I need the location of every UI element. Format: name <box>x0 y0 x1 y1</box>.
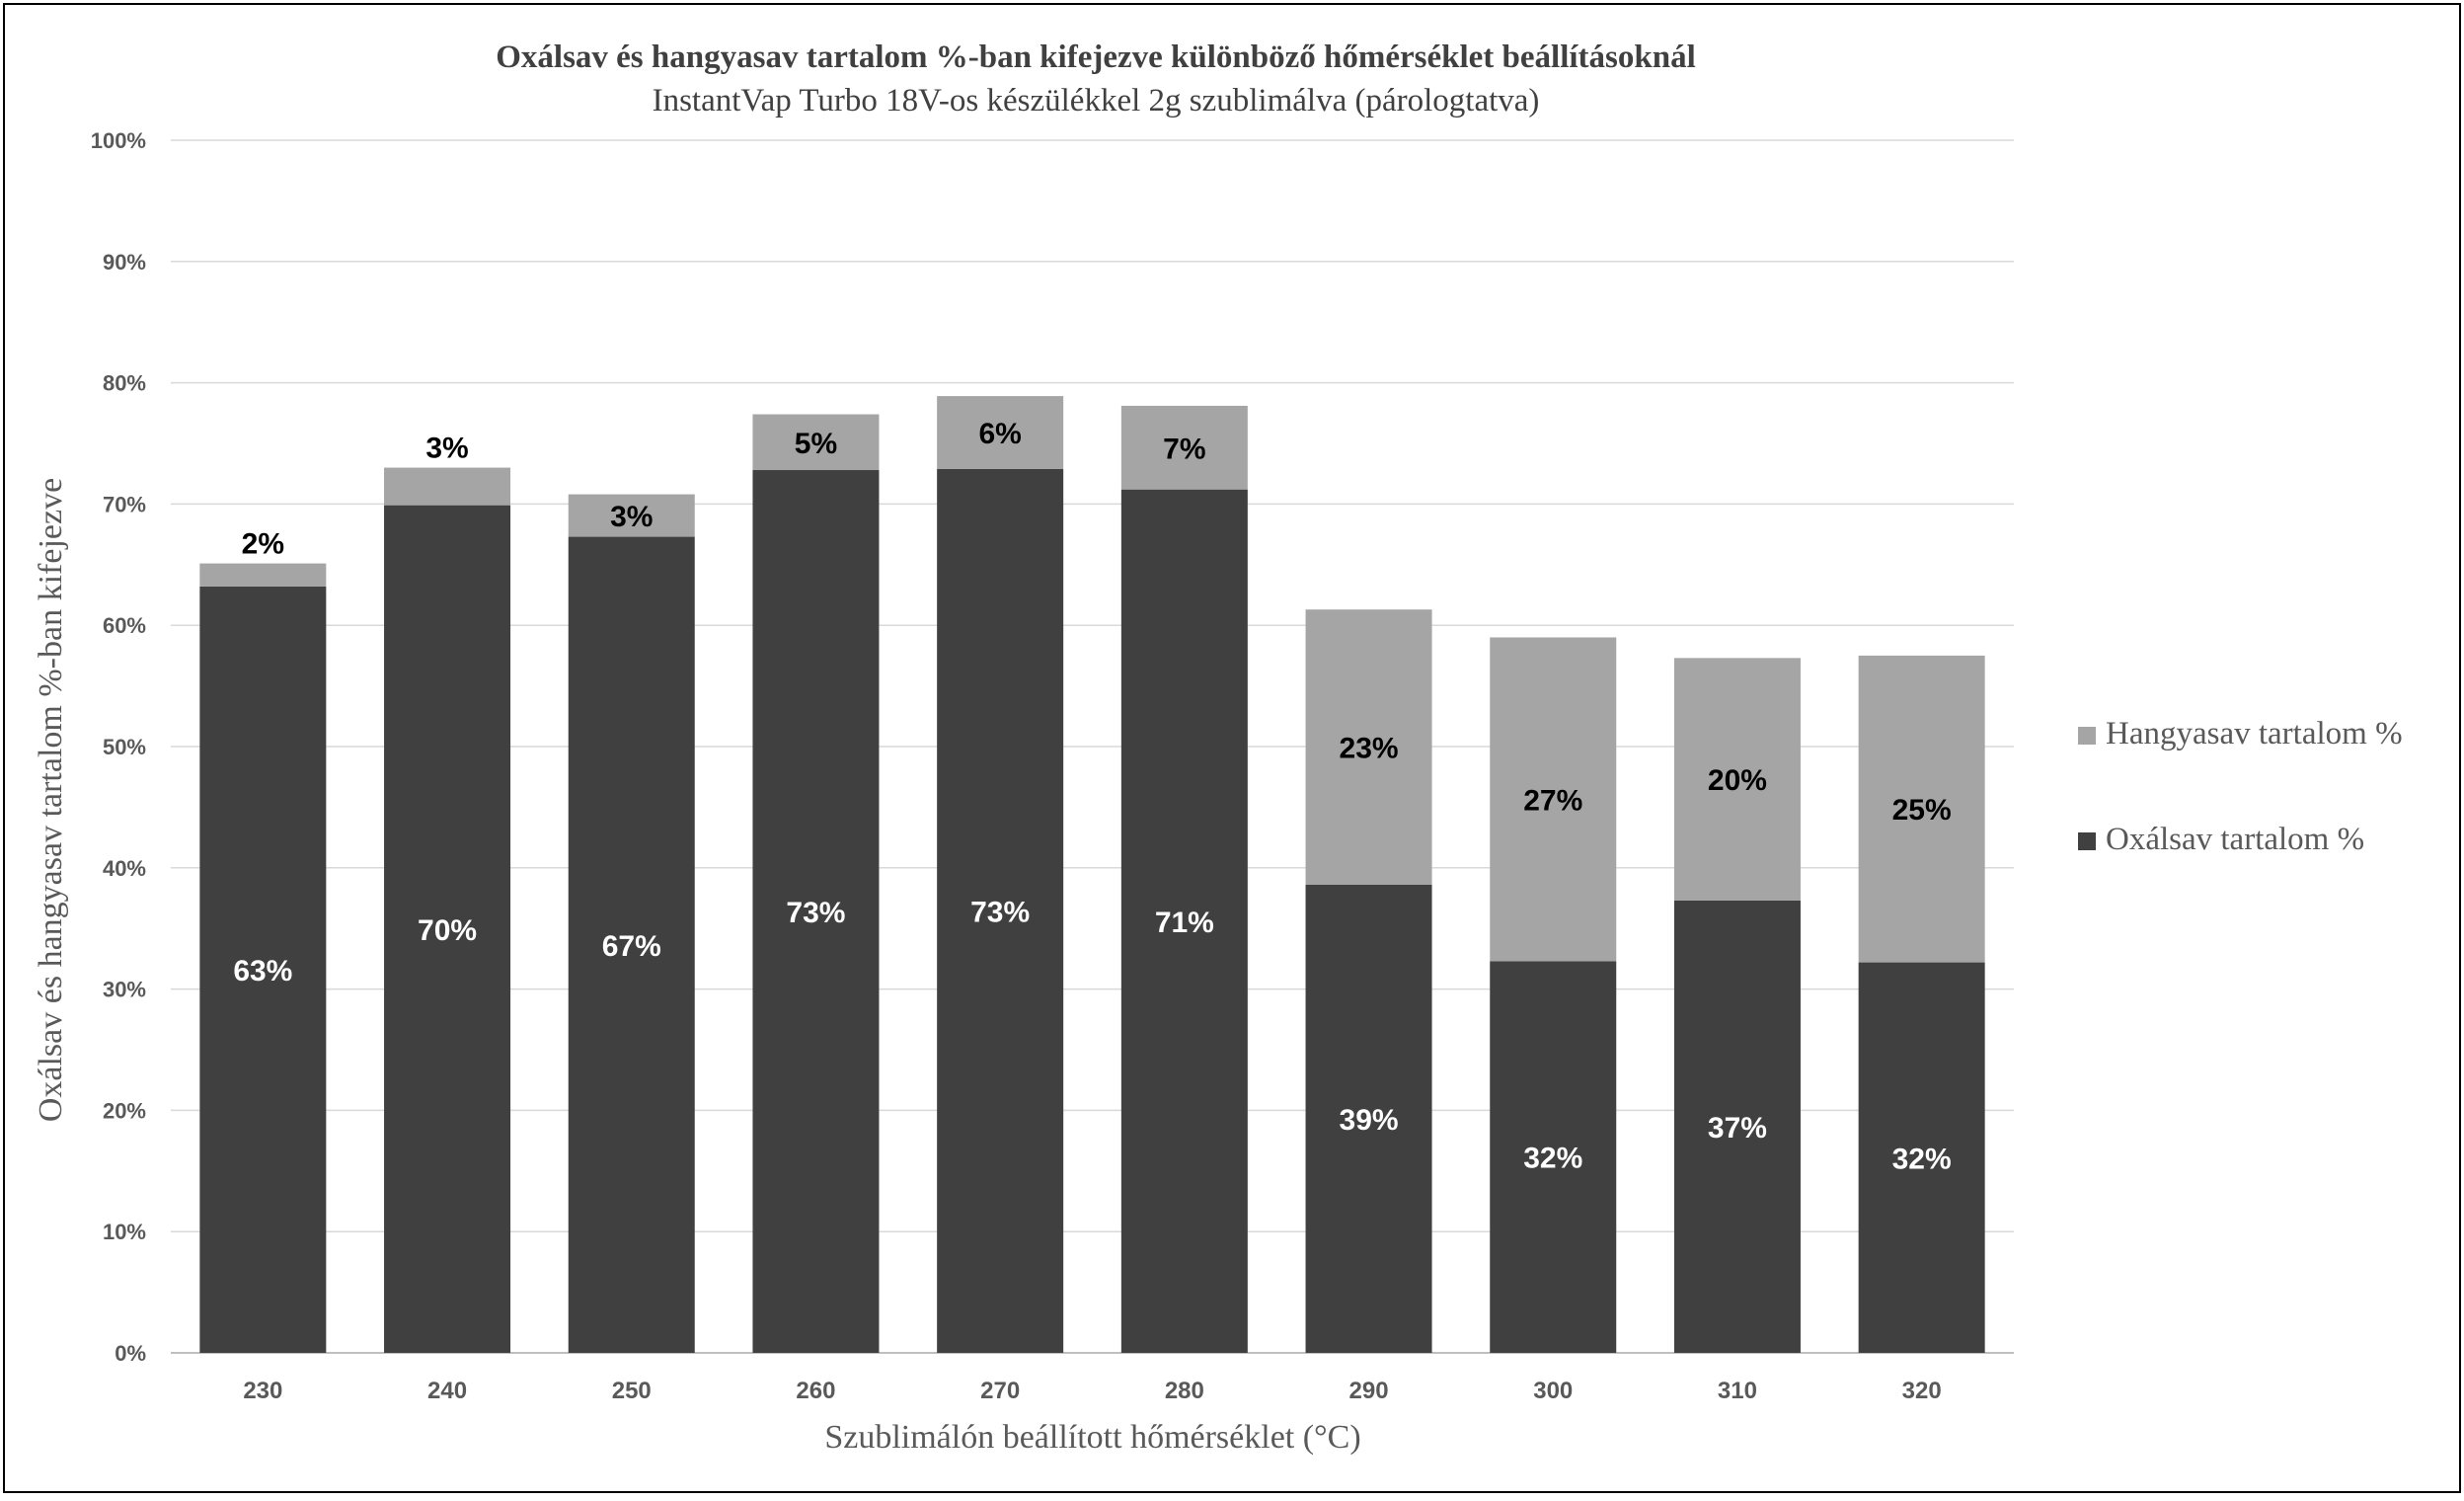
bar-oxalsav <box>199 586 327 1353</box>
data-label-hangyasav: 25% <box>1892 794 1952 827</box>
x-tick-label: 270 <box>980 1378 1020 1404</box>
y-tick-label: 100% <box>91 128 146 153</box>
bar-oxalsav <box>937 468 1064 1354</box>
data-label-oxalsav: 63% <box>233 955 292 988</box>
y-axis-ticks: 0% 10% 20% 30% 40% 50% 60% 70% 80% 90% 100% <box>91 128 146 1366</box>
data-label-oxalsav: 32% <box>1892 1143 1952 1175</box>
y-tick-label: 60% <box>103 613 146 638</box>
x-axis-label: Szublimálón beállított hőmérséklet (°C) <box>824 1419 1360 1456</box>
bar-hangyasav <box>752 414 880 471</box>
y-tick-label: 10% <box>103 1220 146 1244</box>
x-tick-label: 300 <box>1533 1378 1573 1404</box>
bar-oxalsav <box>568 536 695 1353</box>
bar-oxalsav <box>1858 962 1985 1353</box>
y-tick-label: 20% <box>103 1098 146 1123</box>
bar-oxalsav <box>1490 961 1617 1353</box>
legend: Hangyasav tartalom % Oxálsav tartalom % <box>2078 716 2403 857</box>
y-tick-label: 50% <box>103 735 146 759</box>
bar-hangyasav <box>1490 637 1617 962</box>
legend-swatch <box>2078 727 2096 745</box>
data-label-oxalsav: 32% <box>1523 1143 1582 1175</box>
legend-label: Oxálsav tartalom % <box>2106 822 2364 857</box>
bar-oxalsav <box>1673 900 1801 1353</box>
bar-oxalsav <box>1120 489 1248 1353</box>
x-tick-label: 260 <box>796 1378 835 1404</box>
chart-title: Oxálsav és hangyasav tartalom %-ban kife… <box>496 40 1696 75</box>
x-tick-label: 250 <box>612 1378 652 1404</box>
x-tick-label: 230 <box>243 1378 282 1404</box>
bar-oxalsav <box>1305 884 1432 1353</box>
x-tick-label: 290 <box>1349 1378 1389 1404</box>
data-label-hangyasav: 3% <box>425 433 468 465</box>
y-tick-label: 90% <box>103 250 146 275</box>
data-label-oxalsav: 70% <box>418 914 477 947</box>
data-label-hangyasav: 6% <box>978 418 1021 450</box>
y-tick-label: 0% <box>115 1341 146 1366</box>
data-labels: 63% 2% 70% 3% 67% 3% 73% 5% 73% 6% 71% 7% 39% 23% 32% 2… <box>233 418 1951 1175</box>
data-label-oxalsav: 37% <box>1708 1112 1767 1145</box>
data-label-hangyasav: 23% <box>1340 733 1399 765</box>
data-label-oxalsav: 73% <box>786 897 845 929</box>
data-label-hangyasav: 7% <box>1163 433 1205 465</box>
data-label-oxalsav: 71% <box>1155 907 1214 939</box>
bar-hangyasav <box>1858 655 1985 963</box>
data-label-hangyasav: 27% <box>1523 784 1582 817</box>
x-tick-label: 240 <box>427 1378 467 1404</box>
x-tick-label: 310 <box>1718 1378 1757 1404</box>
data-label-hangyasav: 2% <box>242 528 284 561</box>
data-label-hangyasav: 3% <box>610 501 653 533</box>
data-label-oxalsav: 39% <box>1340 1104 1399 1137</box>
y-tick-label: 80% <box>103 371 146 396</box>
chart-subtitle: InstantVap Turbo 18V-os készülékkel 2g s… <box>653 83 1540 118</box>
bar-hangyasav <box>1673 658 1801 901</box>
y-tick-label: 70% <box>103 492 146 516</box>
bar-hangyasav <box>384 467 511 506</box>
legend-swatch <box>2078 832 2096 850</box>
legend-label: Hangyasav tartalom % <box>2106 716 2403 751</box>
x-tick-label: 280 <box>1165 1378 1204 1404</box>
bar-hangyasav <box>568 494 695 537</box>
x-axis-ticks: 230 240 250 260 270 280 290 300 310 320 <box>243 1378 1941 1404</box>
data-label-hangyasav: 20% <box>1708 764 1767 797</box>
bar-hangyasav <box>1305 609 1432 885</box>
data-label-oxalsav: 73% <box>970 896 1030 928</box>
bar-oxalsav <box>384 505 511 1353</box>
x-tick-label: 320 <box>1902 1378 1942 1404</box>
data-label-hangyasav: 5% <box>795 428 837 460</box>
y-tick-label: 40% <box>103 856 146 881</box>
y-axis-label: Oxálsav és hangyasav tartalom %-ban kife… <box>33 478 69 1122</box>
data-label-oxalsav: 67% <box>602 930 661 963</box>
y-tick-label: 30% <box>103 978 146 1002</box>
bar-hangyasav <box>937 396 1064 469</box>
bar-hangyasav <box>1120 405 1248 490</box>
bar-oxalsav <box>752 470 880 1353</box>
bar-hangyasav <box>199 563 327 587</box>
bars <box>199 396 1985 1354</box>
